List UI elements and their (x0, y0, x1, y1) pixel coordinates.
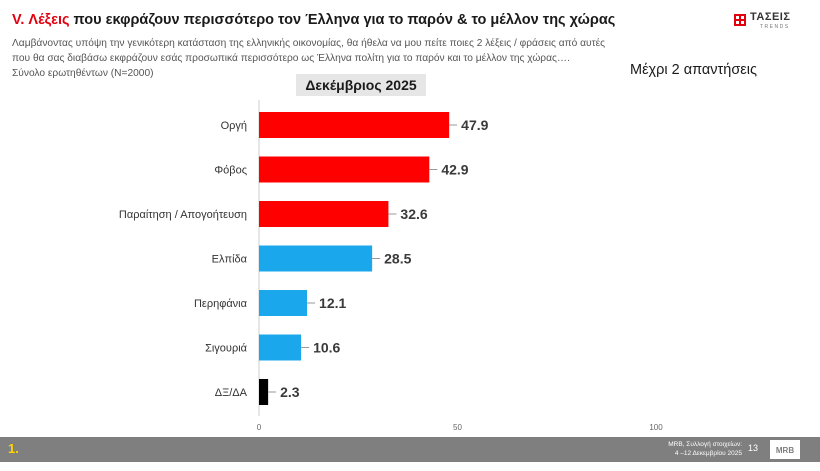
logo-name: ΤΑΣΕΙΣ (750, 11, 791, 23)
logo-sub: TRENDS (760, 24, 790, 30)
bar (259, 156, 430, 183)
bar (259, 112, 450, 138)
category-label: Περηφάνια (194, 298, 248, 310)
slide-id: 1. (8, 441, 19, 456)
category-label: ΔΞ/ΔΑ (215, 387, 248, 399)
bar (259, 379, 269, 405)
title-highlight: V. Λέξεις (12, 12, 70, 28)
bar-chart: Οργή 47.9 Φόβος 42.9 Παραίτηση / Απογοήτευση… (119, 100, 663, 432)
category-label: Οργή (221, 120, 247, 132)
data-label: 12.1 (319, 295, 346, 311)
data-label: 32.6 (400, 206, 427, 222)
sample-size: Σύνολο ερωτηθέντων (N=2000) (12, 68, 154, 79)
x-tick-label: 100 (649, 423, 663, 432)
bar (259, 201, 389, 227)
data-label: 28.5 (384, 251, 411, 267)
x-tick-label: 0 (257, 423, 262, 432)
page-number: 13 (748, 443, 759, 453)
title-text: που εκφράζουν περισσότερο τον Έλληνα για… (69, 12, 616, 28)
data-label: 2.3 (280, 384, 300, 400)
bar (259, 334, 302, 361)
category-label: Ελπίδα (212, 254, 248, 266)
source-note: MRB, Συλλογή στοιχείων: 4 –12 Δεκεμβρίου… (620, 440, 742, 458)
mrb-logo: MRB (770, 440, 800, 459)
category-label: Φόβος (214, 165, 247, 177)
max-answers-note: Μέχρι 2 απαντήσεις (630, 62, 757, 78)
question-text: Λαμβάνοντας υπόψη την γενικότερη κατάστα… (12, 38, 606, 64)
source-line-2: 4 –12 Δεκεμβρίου 2025 (674, 450, 742, 457)
source-line-1: MRB, Συλλογή στοιχείων: (668, 441, 742, 448)
x-tick-label: 50 (453, 423, 462, 432)
bar (259, 245, 373, 272)
bar (259, 290, 308, 316)
taseis-logo-icon (734, 14, 746, 26)
data-label: 10.6 (313, 340, 340, 356)
category-label: Παραίτηση / Απογοήτευση (119, 209, 247, 221)
footer-bar: 1. MRB, Συλλογή στοιχείων: 4 –12 Δεκεμβρ… (0, 437, 820, 462)
data-label: 47.9 (461, 117, 488, 133)
period-label: Δεκέμβριος 2025 (296, 74, 426, 96)
slide-title: V. Λέξεις που εκφράζουν περισσότερο τον … (12, 12, 615, 28)
category-label: Σιγουριά (205, 343, 248, 355)
data-label: 42.9 (441, 162, 468, 178)
